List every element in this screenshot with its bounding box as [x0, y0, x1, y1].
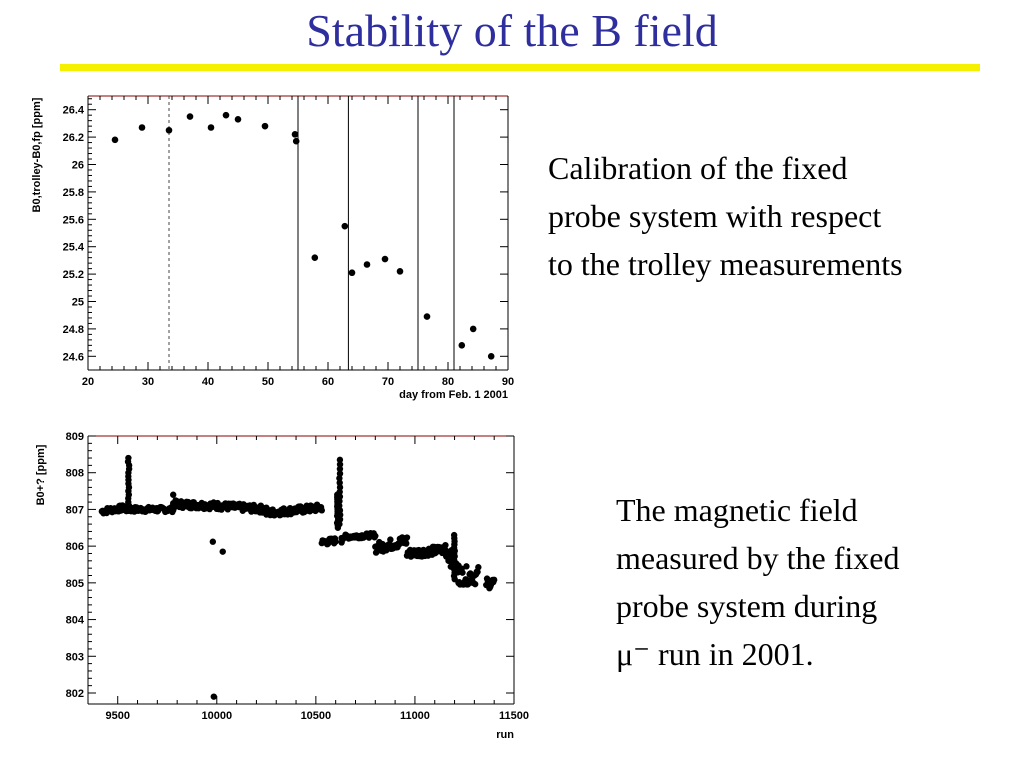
data-point	[458, 342, 466, 349]
data-point	[222, 111, 230, 119]
x-tick-label: 20	[82, 376, 94, 388]
y-tick-label: 26	[72, 160, 84, 172]
data-point	[403, 534, 411, 541]
x-tick-label: 11000	[400, 710, 430, 722]
data-point	[469, 325, 477, 333]
data-point	[363, 261, 371, 268]
data-point	[336, 461, 344, 468]
data-point	[336, 465, 344, 473]
data-point	[336, 484, 344, 491]
data-point	[336, 479, 343, 487]
y-tick-label: 803	[66, 651, 84, 663]
data-point	[403, 540, 410, 547]
y-tick-label: 805	[66, 578, 84, 590]
data-point	[348, 269, 356, 277]
caption-line: measured by the fixed	[616, 540, 900, 576]
magnetic-field-caption: The magnetic field measured by the fixed…	[616, 486, 1016, 678]
data-point	[459, 569, 466, 576]
data-point	[125, 454, 132, 462]
y-tick-label: 25.6	[63, 214, 84, 226]
data-point	[170, 491, 177, 498]
data-point	[396, 268, 404, 275]
y-tick-label: 807	[66, 504, 84, 516]
y-tick-label: 808	[66, 468, 84, 480]
y-tick-label: 25.2	[63, 269, 84, 281]
data-point	[442, 541, 449, 549]
data-point	[292, 137, 300, 145]
x-tick-label: 80	[442, 376, 454, 388]
caption-line: probe system during	[616, 588, 878, 624]
x-tick-label: 10500	[301, 710, 332, 722]
x-axis-title: day from Feb. 1 2001	[399, 389, 508, 401]
data-point	[111, 136, 119, 144]
y-tick-label: 25	[72, 297, 84, 309]
data-point	[338, 539, 345, 546]
y-axis-title: B0+? [ppm]	[35, 444, 47, 505]
x-tick-label: 60	[322, 376, 334, 388]
y-tick-label: 809	[66, 431, 84, 443]
data-point	[463, 563, 470, 570]
data-point	[209, 538, 217, 545]
data-point	[334, 491, 341, 498]
data-point	[186, 113, 194, 120]
y-tick-label: 26.4	[63, 105, 85, 117]
data-point	[291, 131, 299, 138]
data-point	[381, 255, 389, 263]
data-point	[336, 456, 344, 464]
data-point	[341, 222, 349, 230]
y-tick-label: 806	[66, 541, 84, 553]
y-axis-title: B0,trolley-B0,fp [ppm]	[31, 97, 43, 212]
x-tick-label: 70	[382, 376, 394, 388]
x-axis-title: run	[496, 729, 514, 741]
caption-line: The magnetic field	[616, 492, 858, 528]
caption-line: Calibration of the fixed	[548, 150, 848, 186]
data-point	[471, 580, 479, 588]
x-tick-label: 40	[202, 376, 214, 388]
y-tick-label: 804	[66, 615, 85, 627]
y-tick-label: 25.4	[63, 242, 85, 254]
x-tick-label: 9500	[105, 710, 129, 722]
data-point	[490, 576, 498, 584]
data-point	[165, 126, 173, 134]
data-point	[336, 470, 344, 477]
data-point	[451, 575, 458, 583]
data-point	[214, 499, 221, 507]
x-tick-label: 30	[142, 376, 154, 388]
x-tick-label: 10000	[201, 710, 232, 722]
data-point	[423, 313, 431, 320]
caption-line: probe system with respect	[548, 198, 882, 234]
data-point	[207, 124, 215, 131]
chart-2: 9500 10000 10500 11000 11500 802 803 804 805 806 8…	[35, 431, 529, 741]
caption-line: to the trolley measurements	[548, 246, 903, 282]
x-tick-label: 11500	[499, 710, 529, 722]
x-tick-label: 90	[502, 376, 514, 388]
data-point	[372, 532, 379, 540]
y-tick-label: 24.8	[63, 324, 84, 336]
slide-title: Stability of the B field	[306, 5, 718, 56]
y-tick-label: 25.8	[63, 187, 84, 199]
data-point	[261, 122, 269, 130]
title-underline	[60, 64, 980, 71]
data-point	[332, 538, 339, 545]
data-point	[387, 536, 394, 543]
data-point	[475, 564, 482, 571]
calibration-caption: Calibration of the fixed probe system wi…	[548, 144, 1018, 288]
data-point	[138, 124, 146, 131]
data-point	[318, 507, 326, 514]
x-tick-label: 50	[262, 376, 274, 388]
data-point	[487, 353, 495, 360]
data-point	[210, 693, 218, 700]
y-tick-label: 24.6	[63, 351, 84, 363]
y-tick-label: 802	[66, 688, 84, 700]
chart-1: 20 30 40 50 60 70 80 90 24.6 24.8 25 25.2 25.4 25.6 25…	[31, 95, 514, 401]
caption-line: μ⁻ run in 2001.	[616, 636, 814, 672]
data-point	[311, 254, 319, 261]
data-point	[219, 548, 226, 555]
data-point	[234, 115, 242, 123]
y-tick-label: 26.2	[63, 132, 84, 144]
